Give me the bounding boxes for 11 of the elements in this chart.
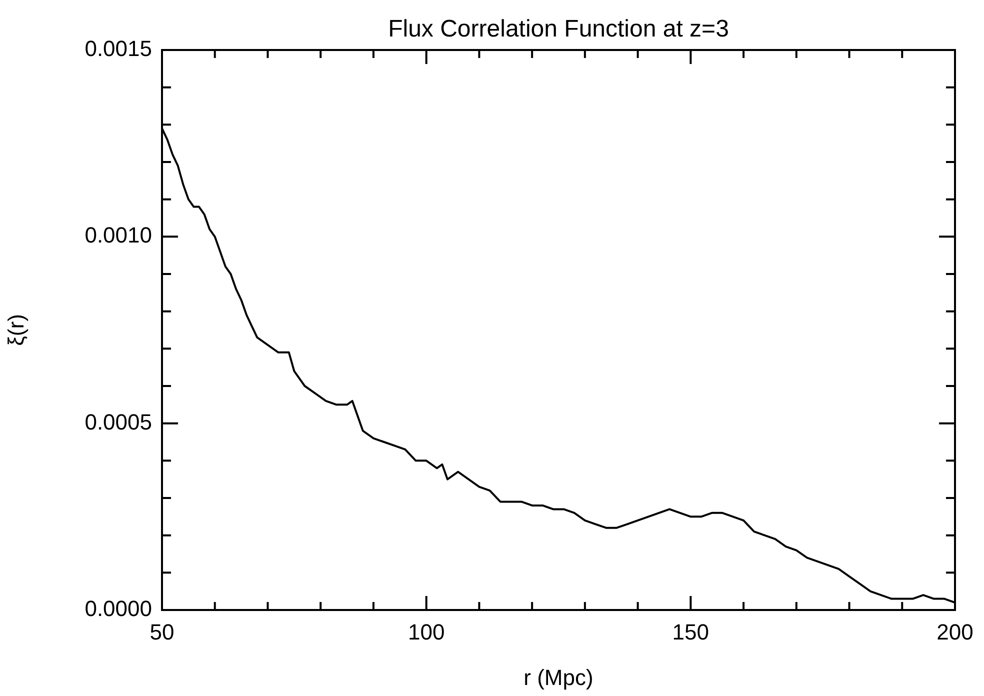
x-tick-label: 100 (408, 619, 445, 644)
x-tick-label: 200 (936, 619, 974, 644)
x-tick-label: 150 (672, 619, 710, 644)
x-tick-label: 50 (150, 619, 174, 644)
y-axis-title: ξ(r) (3, 314, 28, 346)
y-tick-label: 0.0000 (84, 596, 152, 622)
y-tick-label: 0.0005 (84, 409, 152, 434)
chart-title: Flux Correlation Function at z=3 (388, 16, 729, 43)
x-axis-title: r (Mpc) (524, 664, 594, 690)
y-tick-label: 0.0010 (84, 222, 152, 248)
y-tick-label: 0.0015 (84, 36, 152, 62)
